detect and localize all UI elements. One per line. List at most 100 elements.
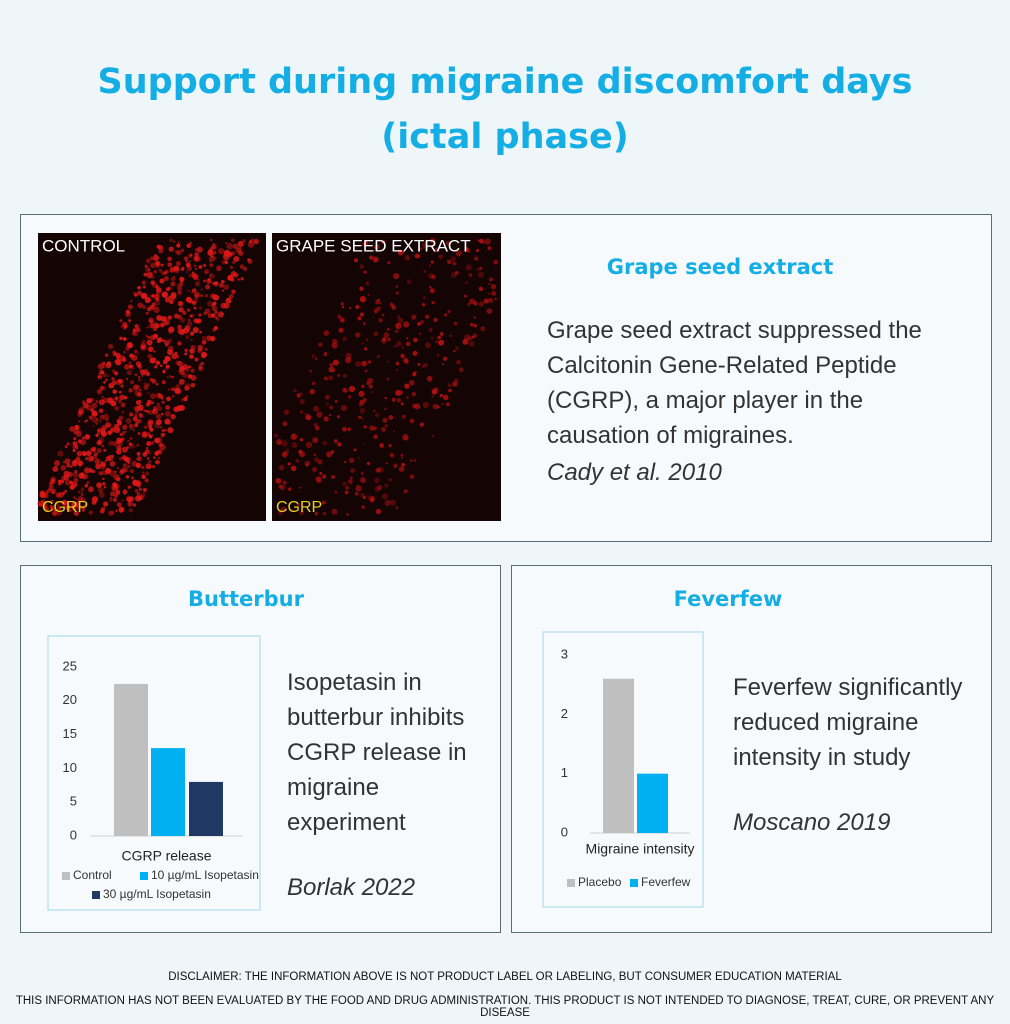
micrograph-dot <box>170 292 177 299</box>
micrograph-dot <box>316 411 323 418</box>
micrograph-dot <box>413 337 418 343</box>
micrograph-dot <box>174 267 180 274</box>
micrograph-dot <box>201 339 207 345</box>
micrograph-dot <box>178 369 182 373</box>
micrograph-dot <box>90 408 95 413</box>
micrograph-dot <box>233 255 240 262</box>
micrograph-dot <box>176 261 181 266</box>
micrograph-dot <box>322 511 327 516</box>
micrograph-dot <box>130 299 133 303</box>
micrograph-dot <box>97 363 104 370</box>
micrograph-dot <box>295 459 299 463</box>
micrograph-dot <box>217 248 225 255</box>
micrograph-dot <box>366 461 371 466</box>
micrograph-dot <box>204 294 209 298</box>
micrograph-dot <box>338 327 344 333</box>
micrograph-dot <box>186 308 191 312</box>
micrograph-dot <box>96 388 103 395</box>
micrograph-dot <box>386 360 389 363</box>
micrograph-dot <box>412 371 416 376</box>
micrograph-dot <box>118 437 124 443</box>
micrograph-dot <box>359 296 367 303</box>
micrograph-dot <box>186 243 192 249</box>
micrograph-dot <box>220 302 227 309</box>
micrograph-dot <box>204 308 211 315</box>
micrograph-dot <box>453 321 458 326</box>
micrograph-dot <box>147 335 151 339</box>
heading: Feverfew <box>673 587 783 611</box>
micrograph-dot <box>360 477 367 484</box>
micrograph-dot <box>163 368 167 372</box>
micrograph-dot <box>323 416 329 422</box>
micrograph-dot <box>98 471 103 476</box>
micrograph-dot <box>193 255 200 262</box>
micrograph-dot <box>156 405 163 412</box>
micrograph-dot <box>290 465 297 472</box>
micrograph-dot <box>135 384 141 390</box>
micrograph-dot <box>133 384 139 391</box>
micrograph-dot <box>142 487 147 492</box>
micrograph-dot <box>115 353 121 359</box>
micrograph-dot <box>299 486 302 489</box>
micrograph-dot <box>125 418 132 425</box>
micrograph-dot <box>128 423 133 428</box>
micrograph-dot <box>377 466 384 473</box>
micrograph-dot <box>200 361 205 366</box>
micrograph-dot <box>287 487 292 491</box>
micrograph-dot <box>229 265 234 269</box>
micrograph-dot <box>112 354 115 357</box>
micrograph-dot <box>153 306 160 314</box>
micrograph-dot <box>192 273 199 280</box>
micrograph-dot <box>323 330 330 336</box>
micrograph-dot <box>416 254 421 258</box>
micrograph-dot <box>357 456 360 460</box>
micrograph-dot <box>98 408 104 413</box>
micrograph-dot <box>55 492 62 498</box>
micrograph-dot <box>161 291 168 298</box>
micrograph-dot <box>112 350 117 355</box>
micrograph-dot <box>128 508 133 513</box>
micrograph-dot <box>203 268 210 275</box>
micrograph-dot <box>69 426 75 432</box>
micrograph-dot <box>110 491 115 497</box>
micrograph-dot <box>96 440 102 446</box>
micrograph-dot <box>142 471 145 474</box>
micrograph-dot <box>122 489 128 495</box>
micrograph-dot <box>433 387 439 393</box>
micrograph-dot <box>77 490 81 494</box>
micrograph-dot <box>204 347 209 352</box>
micrograph-dot <box>146 326 149 329</box>
micrograph-dot <box>488 282 491 286</box>
micrograph-dot <box>150 262 156 269</box>
micrograph-dot <box>164 319 171 326</box>
micrograph-dot <box>177 361 183 367</box>
micrograph-dot <box>162 370 166 374</box>
micrograph-dot <box>421 365 425 369</box>
micrograph-dot <box>140 292 148 300</box>
micrograph-dot <box>330 450 335 454</box>
micrograph-dot <box>78 419 81 423</box>
micrograph-dot <box>159 322 165 328</box>
micrograph-dot <box>348 385 356 393</box>
bar <box>637 773 668 833</box>
micrograph-dot <box>182 310 187 315</box>
micrograph-dot <box>359 399 365 405</box>
micrograph-dot <box>299 438 304 442</box>
micrograph-dot <box>177 301 184 307</box>
micrograph-dot <box>190 368 195 373</box>
micrograph-dot <box>438 339 445 346</box>
micrograph-dot <box>331 342 338 349</box>
micrograph-dot <box>388 477 392 482</box>
micrograph-dot <box>53 460 61 467</box>
micrograph-dot <box>304 412 308 416</box>
micrograph-dot <box>411 314 417 320</box>
micrograph-dot <box>151 302 156 307</box>
micrograph-dot <box>184 348 187 351</box>
micrograph-dot <box>178 281 184 286</box>
micrograph-dot <box>273 433 279 438</box>
micrograph-dot <box>197 344 204 351</box>
micrograph-dot <box>387 328 390 331</box>
micrograph-dot <box>77 412 82 417</box>
micrograph-dot <box>385 462 388 465</box>
micrograph-dot <box>367 360 372 364</box>
